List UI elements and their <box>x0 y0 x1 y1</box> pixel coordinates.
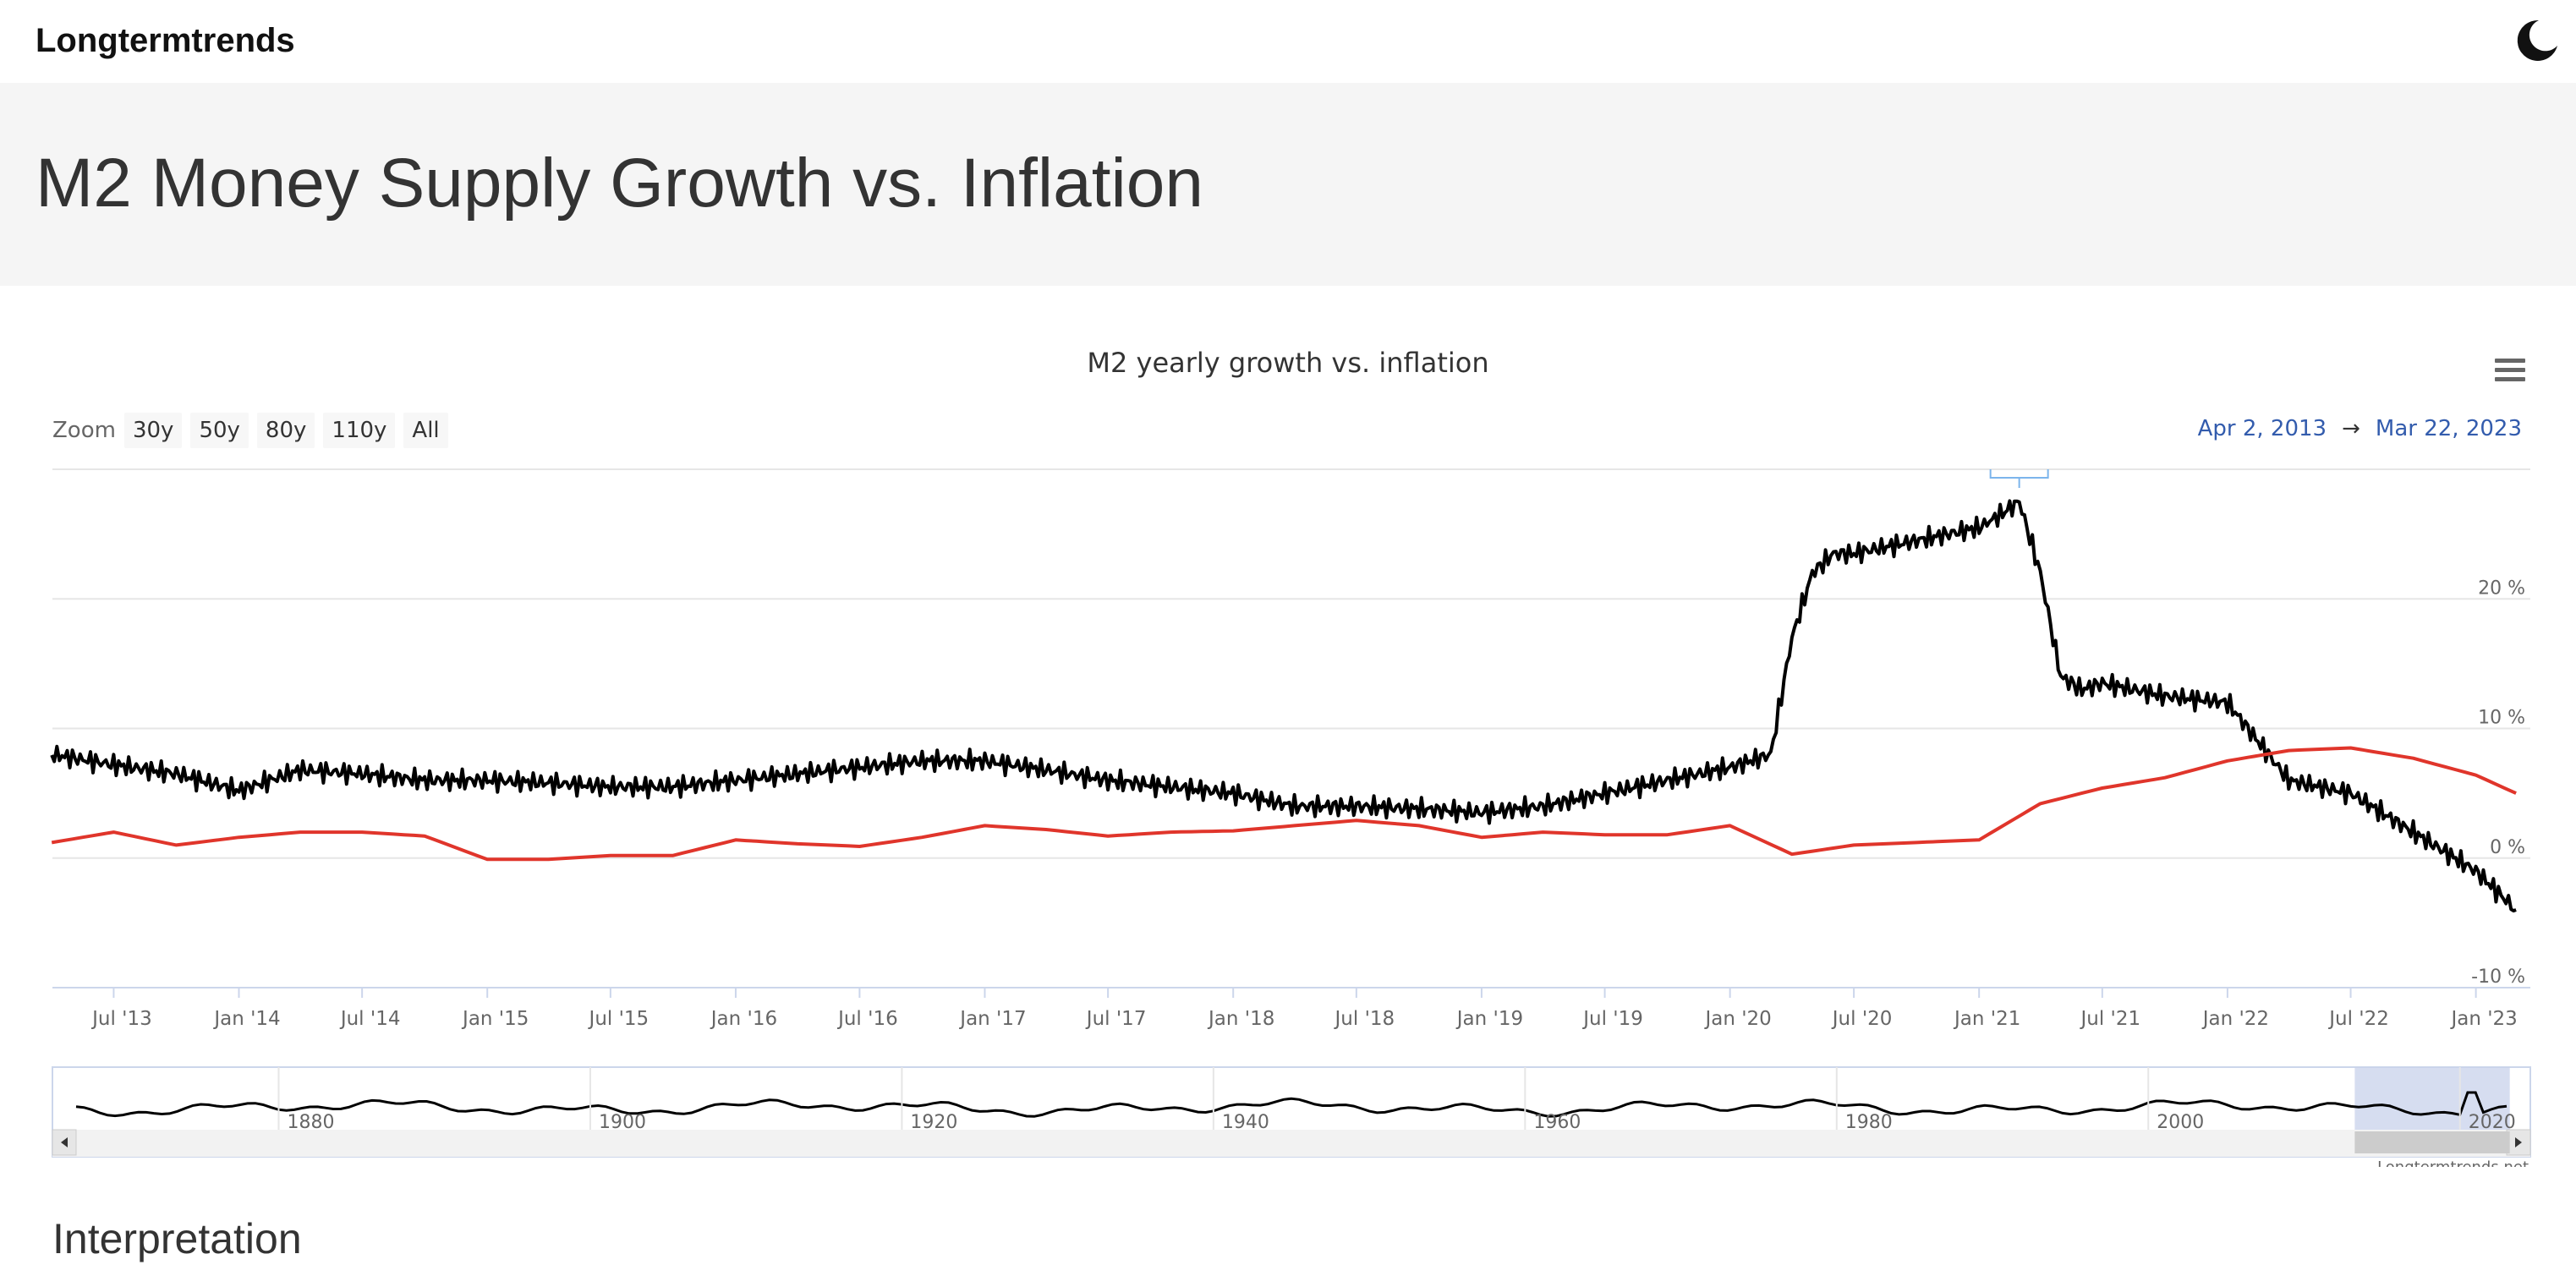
zoom-50y-button[interactable]: 50y <box>190 413 249 448</box>
navigator-tick-label: 1880 <box>288 1112 335 1133</box>
series-line-2 <box>51 746 2517 862</box>
series-layer <box>50 469 2517 913</box>
x-tick-label: Jan '16 <box>710 1008 777 1030</box>
x-tick-label: Jan '15 <box>461 1008 529 1030</box>
zoom-80y-button[interactable]: 80y <box>256 413 315 448</box>
credit[interactable]: Longtermtrends.net <box>2377 1158 2529 1167</box>
x-tick-label: Jan '23 <box>2449 1008 2517 1030</box>
x-tick-label: Jul '18 <box>1334 1008 1395 1030</box>
x-tick-label: Jul '13 <box>90 1008 152 1030</box>
x-tick-label: Jul '16 <box>836 1008 898 1030</box>
x-tick-label: Jul '17 <box>1085 1008 1147 1030</box>
zoom-label: Zoom <box>52 418 116 443</box>
x-tick-label: Jul '15 <box>588 1008 649 1030</box>
chevron-left-icon <box>61 1137 68 1147</box>
series-line-1 <box>50 499 2517 913</box>
zoom-controls: Zoom 30y 50y 80y 110y All <box>52 413 457 448</box>
y-axis: -10 % 0 % 10 % 20 % <box>2471 578 2525 988</box>
peak-marker <box>1989 469 2049 488</box>
chart-area: -10 % 0 % 10 % 20 % Jul '13 Jan '14 Jul '14 Ja… <box>50 468 2531 1167</box>
navigator-tick-label: 1920 <box>910 1112 957 1133</box>
page-title: M2 Money Supply Growth vs. Inflation <box>36 145 1203 222</box>
navigator-scrollbar[interactable] <box>52 1130 2530 1157</box>
chart-title: M2 yearly growth vs. inflation <box>1087 347 1489 379</box>
x-axis: Jul '13 Jan '14 Jul '14 Jan '15 Jul '15 Jan '… <box>52 987 2530 1030</box>
navigator-selection[interactable] <box>2354 1067 2510 1130</box>
menu-icon[interactable] <box>2495 359 2525 386</box>
page-header: M2 Money Supply Growth vs. Inflation <box>0 83 2576 286</box>
y-tick-label: 20 % <box>2478 578 2525 599</box>
scrollbar-thumb[interactable] <box>2354 1131 2510 1153</box>
zoom-110y-button[interactable]: 110y <box>323 413 396 448</box>
navigator-tick-label: 1960 <box>1533 1112 1581 1133</box>
navigator-line <box>75 1091 2507 1118</box>
top-bar: Longtermtrends <box>0 0 2576 83</box>
x-tick-label: Jul '19 <box>1581 1008 1643 1030</box>
range-from-input[interactable]: Apr 2, 2013 <box>2197 416 2327 441</box>
x-tick-label: Jan '21 <box>1953 1008 2020 1030</box>
zoom-all-button[interactable]: All <box>403 413 448 448</box>
grid <box>52 468 2530 988</box>
x-tick-label: Jul '21 <box>2080 1008 2141 1030</box>
range-to-input[interactable]: Mar 22, 2023 <box>2375 416 2522 441</box>
interpretation-heading: Interpretation <box>52 1215 302 1262</box>
moon-icon[interactable] <box>2513 17 2561 64</box>
navigator[interactable]: 1880 1900 1920 1940 1960 1980 2000 2020 <box>52 1066 2531 1158</box>
y-tick-label: 10 % <box>2478 708 2525 729</box>
x-tick-label: Jan '20 <box>1703 1008 1771 1030</box>
x-tick-label: Jul '14 <box>339 1008 401 1030</box>
y-tick-label: 0 % <box>2490 837 2525 858</box>
brand-logo[interactable]: Longtermtrends <box>36 22 295 59</box>
navigator-tick-label: 2000 <box>2157 1112 2204 1133</box>
x-tick-label: Jan '17 <box>958 1008 1026 1030</box>
zoom-30y-button[interactable]: 30y <box>123 413 183 448</box>
y-tick-label: -10 % <box>2471 967 2525 988</box>
navigator-tick-label: 1980 <box>1845 1112 1893 1133</box>
navigator-tick-label: 1940 <box>1222 1112 1269 1133</box>
range-arrow: → <box>2342 416 2360 441</box>
scroll-right-button[interactable] <box>2506 1129 2531 1156</box>
x-tick-label: Jan '19 <box>1455 1008 1523 1030</box>
x-tick-label: Jul '22 <box>2327 1008 2389 1030</box>
x-tick-label: Jan '18 <box>1207 1008 1274 1030</box>
x-tick-label: Jul '20 <box>1831 1008 1893 1030</box>
x-tick-label: Jan '14 <box>212 1008 280 1030</box>
x-tick-label: Jan '22 <box>2201 1008 2269 1030</box>
navigator-tick-label: 1900 <box>599 1112 646 1133</box>
chevron-right-icon <box>2515 1137 2522 1147</box>
date-range: Apr 2, 2013 → Mar 22, 2023 <box>2198 416 2522 441</box>
